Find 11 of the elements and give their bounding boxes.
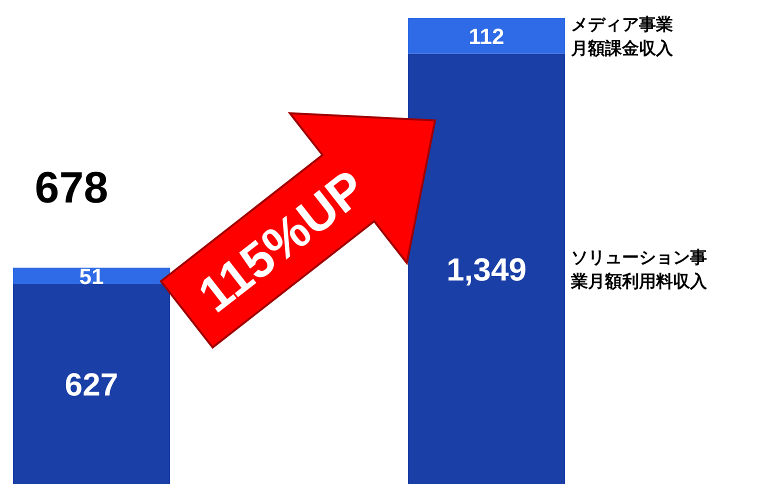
data-label: 627 — [64, 366, 118, 403]
bar — [13, 284, 170, 484]
data-label: 51 — [79, 264, 104, 289]
series-label: ソリューション事業月額利用料収入 — [570, 248, 708, 291]
data-label: 112 — [468, 24, 504, 49]
series-label: メディア事業月額課金収入 — [570, 14, 674, 58]
data-label: 1,349 — [446, 251, 527, 288]
bar — [408, 18, 565, 54]
bar — [13, 268, 170, 284]
total-label: 678 — [34, 164, 108, 213]
bar — [408, 54, 565, 484]
